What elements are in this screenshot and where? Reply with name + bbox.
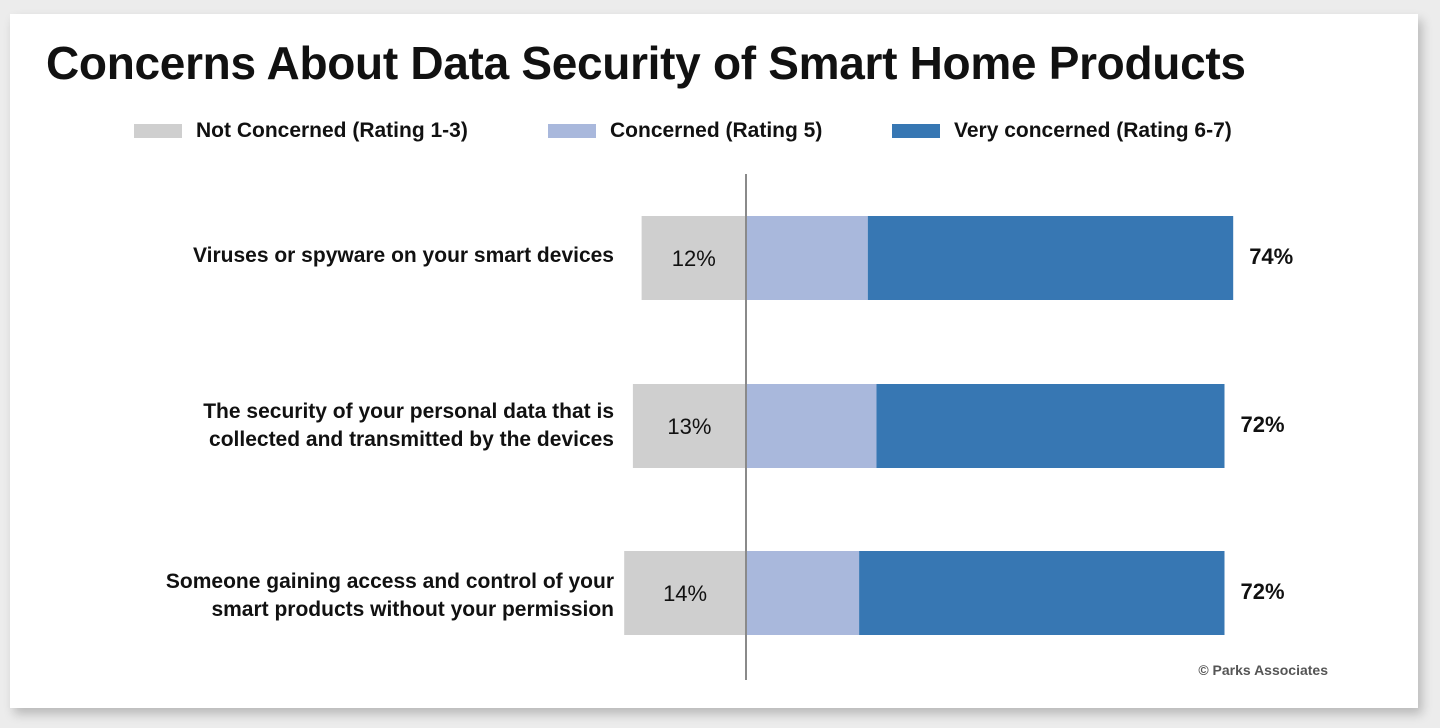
- bar-segment-concerned: [746, 384, 877, 468]
- row-label-line: Someone gaining access and control of yo…: [165, 570, 614, 593]
- row-label-personal-data: The security of your personal data that …: [54, 398, 614, 454]
- legend-item-very-concerned: Very concerned (Rating 6-7): [892, 114, 1232, 148]
- bar-segment-very-concerned: [867, 216, 1234, 300]
- legend-swatch-concerned: [548, 124, 596, 138]
- bar-segment-not-concerned: [632, 384, 746, 468]
- source-credit: © Parks Associates: [1198, 662, 1328, 678]
- legend-swatch-not-concerned: [134, 124, 182, 138]
- bar-segment-not-concerned: [641, 216, 746, 300]
- row-label-access-control: Someone gaining access and control of yo…: [54, 568, 614, 624]
- chart-title: Concerns About Data Security of Smart Ho…: [46, 37, 1246, 89]
- legend-item-not-concerned: Not Concerned (Rating 1-3): [134, 114, 468, 148]
- data-label-not-concerned: 13%: [667, 414, 711, 439]
- row-label-line: The security of your personal data that …: [203, 400, 614, 423]
- row-label-line: collected and transmitted by the devices: [209, 428, 614, 451]
- legend-label-concerned: Concerned (Rating 5): [610, 119, 823, 142]
- chart-card: Concerns About Data Security of Smart Ho…: [10, 14, 1418, 708]
- data-label-not-concerned: 14%: [663, 581, 707, 606]
- legend-label-not-concerned: Not Concerned (Rating 1-3): [196, 119, 468, 142]
- bar-segment-very-concerned: [859, 551, 1225, 635]
- row-label-line: smart products without your permission: [211, 598, 614, 621]
- legend-label-very-concerned: Very concerned (Rating 6-7): [954, 119, 1232, 142]
- row-label-viruses: Viruses or spyware on your smart devices: [54, 242, 614, 270]
- legend-swatch-very-concerned: [892, 124, 940, 138]
- bar-chart: 12% 74% 13% 72% 14% 72%: [624, 174, 1293, 680]
- bar-segment-not-concerned: [624, 551, 746, 635]
- row-label-line: Viruses or spyware on your smart devices: [193, 244, 614, 267]
- data-label-total-concerned: 74%: [1249, 244, 1293, 269]
- bar-segment-concerned: [746, 216, 868, 300]
- bar-segment-concerned: [746, 551, 860, 635]
- data-label-not-concerned: 12%: [672, 246, 716, 271]
- data-label-total-concerned: 72%: [1241, 412, 1285, 437]
- legend-item-concerned: Concerned (Rating 5): [548, 114, 822, 148]
- data-label-total-concerned: 72%: [1241, 579, 1285, 604]
- bar-segment-very-concerned: [876, 384, 1225, 468]
